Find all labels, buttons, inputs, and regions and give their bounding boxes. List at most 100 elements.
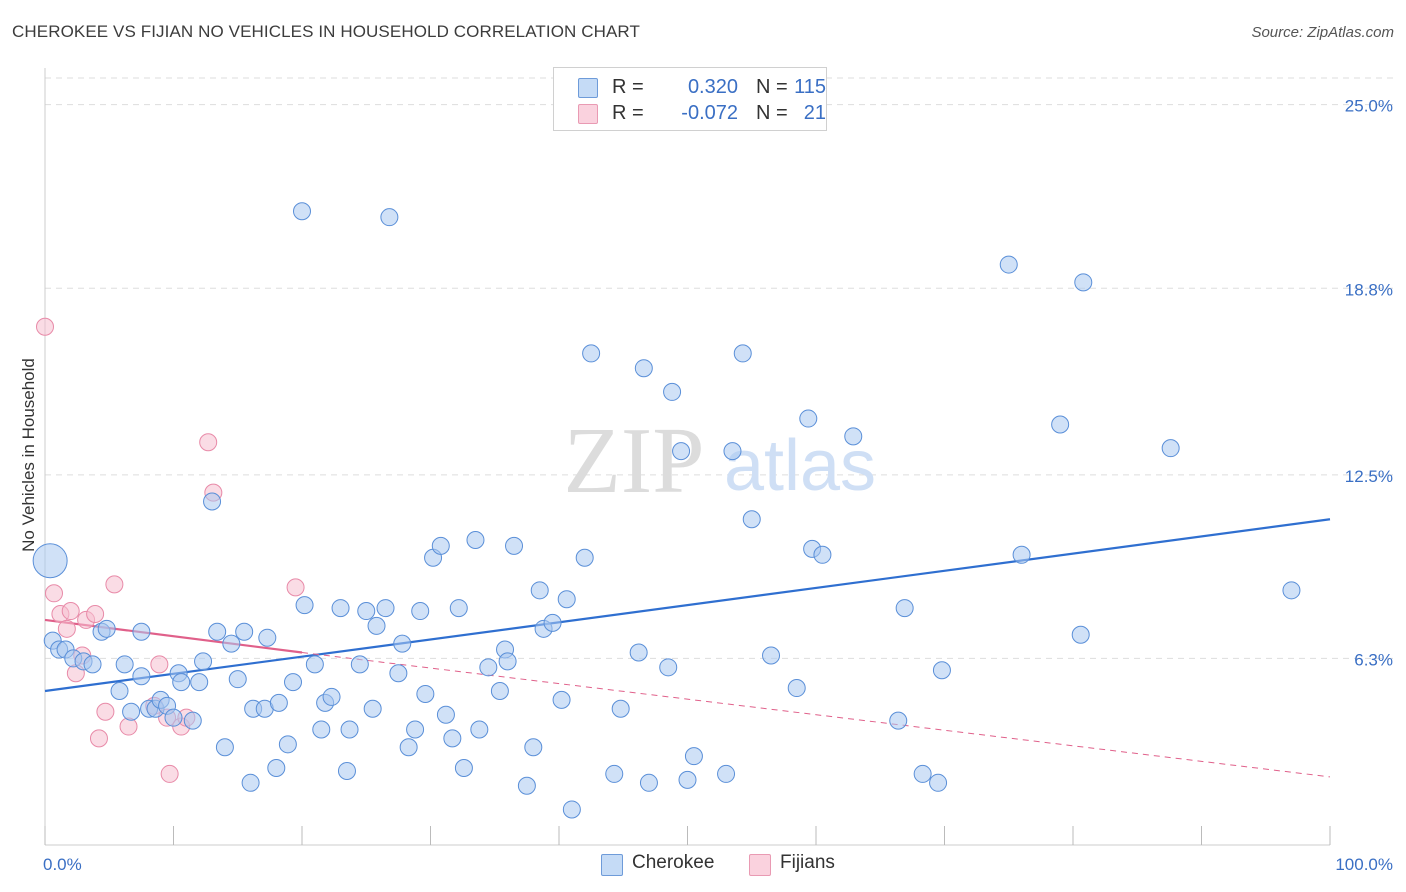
cherokee-point <box>717 764 736 783</box>
cherokee-point <box>454 759 473 778</box>
fijians-point <box>57 619 76 638</box>
fijians-point <box>44 584 63 603</box>
cherokee-point <box>215 738 234 757</box>
legend-r-value: -0.072 <box>681 102 738 124</box>
cherokee-point <box>312 720 331 739</box>
cherokee-point <box>278 735 297 754</box>
legend-n-value: 21 <box>803 102 826 124</box>
legend-n-label: N = <box>756 76 788 98</box>
cherokee-point <box>543 613 562 632</box>
cherokee-point <box>110 682 129 701</box>
cherokee-point <box>367 616 386 635</box>
x-tick-label: 100.0% <box>1335 855 1393 874</box>
cherokee-point <box>557 590 576 609</box>
y-tick-label: 25.0% <box>1345 97 1393 116</box>
y-tick-label: 12.5% <box>1345 467 1393 486</box>
cherokee-point <box>389 664 408 683</box>
cherokee-point <box>208 622 227 641</box>
cherokee-point <box>663 382 682 401</box>
cherokee-point <box>524 738 543 757</box>
cherokee-point <box>322 687 341 706</box>
cherokee-point <box>742 510 761 529</box>
cherokee-point <box>895 599 914 618</box>
cherokee-point <box>406 720 425 739</box>
cherokee-point <box>517 776 536 795</box>
fijians-point <box>36 317 54 336</box>
cherokee-point <box>470 720 489 739</box>
cherokee-point <box>83 655 102 674</box>
cherokee-point <box>222 634 241 653</box>
grid-lines <box>45 77 1395 659</box>
fijians-point <box>86 605 105 624</box>
cherokee-point <box>258 628 277 647</box>
legend-swatch-fijians <box>578 104 598 124</box>
cherokee-point <box>999 255 1018 274</box>
cherokee-point <box>269 693 288 712</box>
cherokee-point <box>929 773 948 792</box>
cherokee-point <box>393 634 412 653</box>
cherokee-point <box>357 602 376 621</box>
axes <box>44 68 1331 846</box>
cherokee-point <box>629 643 648 662</box>
cherokee-point <box>350 655 369 674</box>
cherokee-point <box>194 652 213 671</box>
series-swatch-fijians <box>749 854 771 876</box>
cherokee-point <box>416 684 435 703</box>
cherokee-point <box>235 622 254 641</box>
cherokee-point <box>672 442 691 461</box>
fijians-point <box>96 702 115 721</box>
cherokee-point <box>443 729 462 748</box>
cherokee-point <box>32 543 68 579</box>
fijians-point <box>160 764 179 783</box>
cherokee-point <box>399 738 418 757</box>
cherokee-point <box>634 359 653 378</box>
cherokee-point <box>1282 581 1301 600</box>
watermark: ZIP atlas <box>564 409 877 513</box>
cherokee-point <box>562 800 581 819</box>
cherokee-point <box>267 759 286 778</box>
cherokee-point <box>498 652 517 671</box>
cherokee-point <box>132 622 151 641</box>
cherokee-point <box>172 673 191 692</box>
fijians-point <box>199 433 218 452</box>
y-axis-label: No Vehicles in Household <box>19 358 38 552</box>
cherokee-point <box>115 655 134 674</box>
cherokee-point <box>723 442 742 461</box>
cherokee-point <box>932 661 951 680</box>
x-tick-label: 0.0% <box>43 855 82 874</box>
cherokee-point <box>889 711 908 730</box>
cherokee-point <box>733 344 752 363</box>
fijians-point <box>150 655 169 674</box>
cherokee-point <box>466 530 485 549</box>
cherokee-point <box>295 596 314 615</box>
fijians-point <box>286 578 305 597</box>
cherokee-point <box>639 773 658 792</box>
legend-swatch-cherokee <box>578 78 598 98</box>
cherokee-point <box>284 673 303 692</box>
cherokee-point <box>203 492 222 511</box>
cherokee-point <box>479 658 498 677</box>
cherokee-point <box>678 770 697 789</box>
cherokee-point <box>582 344 601 363</box>
cherokee-point <box>1051 415 1070 434</box>
legend-r-label: R = <box>612 76 644 98</box>
cherokee-point <box>411 602 430 621</box>
cherokee-point <box>505 536 524 555</box>
cherokee-point <box>132 667 151 686</box>
cherokee-point <box>684 747 703 766</box>
cherokee-point <box>1012 545 1031 564</box>
cherokee-point <box>611 699 630 718</box>
cherokee-point <box>331 599 350 618</box>
cherokee-point <box>431 536 450 555</box>
series-label-fijians: Fijians <box>780 852 835 873</box>
cherokee-point <box>337 761 356 780</box>
cherokee-point <box>190 673 209 692</box>
legend-n-label: N = <box>756 102 788 124</box>
fijians-point <box>61 602 80 621</box>
cherokee-point <box>813 545 832 564</box>
cherokee-point <box>293 202 311 221</box>
chart-title: CHEROKEE VS FIJIAN NO VEHICLES IN HOUSEH… <box>12 22 640 41</box>
cherokee-point <box>363 699 382 718</box>
cherokee-point <box>122 702 141 721</box>
